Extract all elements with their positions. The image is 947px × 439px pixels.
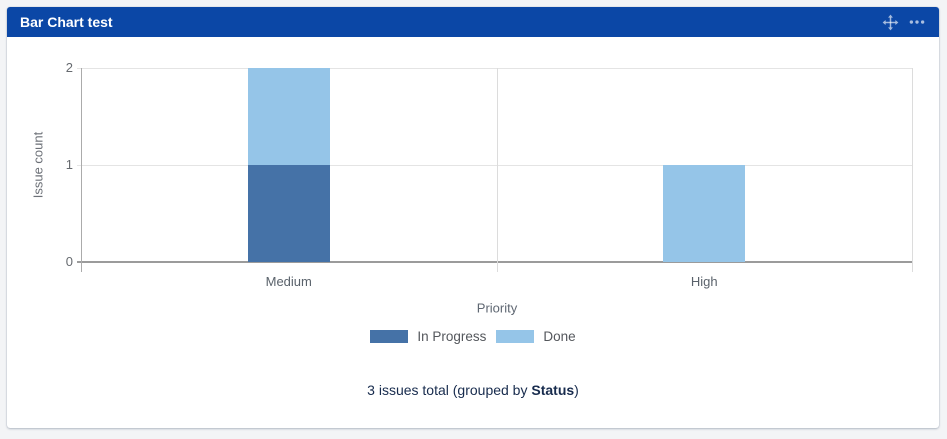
chart-legend: In Progress Done	[7, 329, 939, 344]
category-boundary-line	[496, 68, 498, 272]
category-label-high: High	[690, 274, 718, 289]
plot-layer: 0 1 2 Medium High	[7, 7, 939, 428]
grid-line-y1	[77, 165, 912, 166]
move-icon-glyph	[882, 14, 898, 30]
bar-high-done[interactable]	[663, 165, 746, 262]
x-axis-line	[77, 261, 912, 263]
legend-swatch-in-progress	[370, 330, 409, 343]
y-tick-label: 1	[65, 157, 73, 172]
chart-area: Issue count 0 1 2 Medium High Priority In Pr…	[7, 7, 939, 428]
bar-medium-in-progress[interactable]	[247, 165, 330, 262]
chart-summary: 3 issues total (grouped by Status)	[7, 382, 939, 398]
bar-medium-done[interactable]	[247, 68, 330, 165]
grid-line-y2	[77, 68, 912, 69]
y-axis-line	[81, 68, 82, 272]
gadget-title: Bar Chart test	[20, 14, 113, 30]
legend-label-in-progress: In Progress	[417, 329, 487, 344]
bar-chart-gadget: Bar Chart test	[7, 7, 939, 428]
category-label-medium: Medium	[265, 274, 312, 289]
move-icon[interactable]	[881, 13, 899, 31]
y-tick-label: 0	[65, 254, 73, 269]
plot-right-border	[912, 68, 913, 272]
x-axis-title: Priority	[476, 300, 518, 316]
y-tick-label: 2	[65, 60, 73, 75]
chart-summary-prefix: 3 issues total (grouped by	[367, 382, 532, 398]
legend-item-in-progress: In Progress	[370, 329, 486, 344]
legend-label-done: Done	[543, 329, 576, 344]
more-options-icon[interactable]	[908, 13, 926, 31]
ellipsis-glyph	[909, 20, 925, 24]
gadget-header: Bar Chart test	[7, 7, 939, 37]
legend-item-done: Done	[496, 329, 576, 344]
chart-summary-groupby: Status	[531, 382, 575, 398]
legend-swatch-done	[496, 330, 535, 343]
chart-summary-suffix: )	[574, 382, 579, 398]
